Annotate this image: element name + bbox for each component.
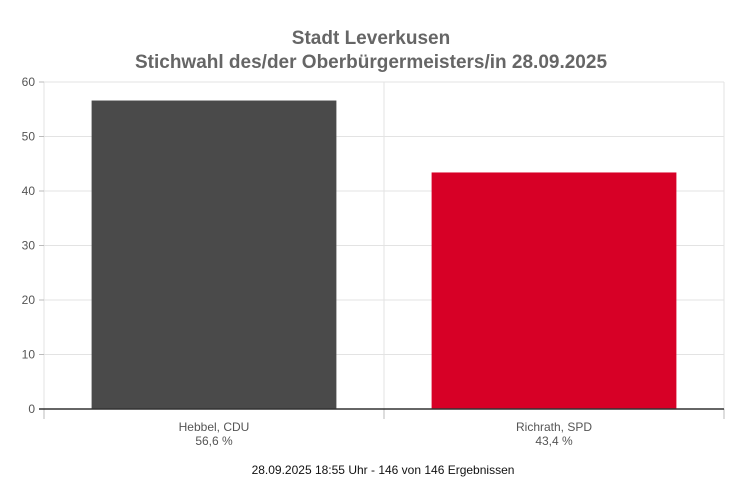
value-label: 56,6 % [195, 434, 233, 448]
y-axis: 0 10 20 30 40 50 60 [22, 75, 44, 416]
chart-subtitle: Stichwahl des/der Oberbürgermeisters/in … [135, 52, 607, 73]
bar-1 [91, 100, 337, 409]
category-label: Richrath, SPD [516, 420, 592, 434]
chart-footnote: 28.09.2025 18:55 Uhr - 146 von 146 Ergeb… [252, 463, 515, 477]
category-label: Hebbel, CDU [179, 420, 250, 434]
y-tick-label: 0 [28, 402, 35, 416]
y-tick-label: 40 [22, 184, 36, 198]
y-tick-label: 20 [22, 293, 36, 307]
value-label: 43,4 % [535, 434, 573, 448]
bar-2 [431, 172, 677, 409]
bars [91, 100, 677, 409]
y-tick-label: 30 [22, 239, 36, 253]
chart-title: Stadt Leverkusen [292, 28, 450, 49]
y-tick-label: 60 [22, 75, 36, 89]
y-tick-label: 10 [22, 348, 36, 362]
y-tick-label: 50 [22, 130, 36, 144]
